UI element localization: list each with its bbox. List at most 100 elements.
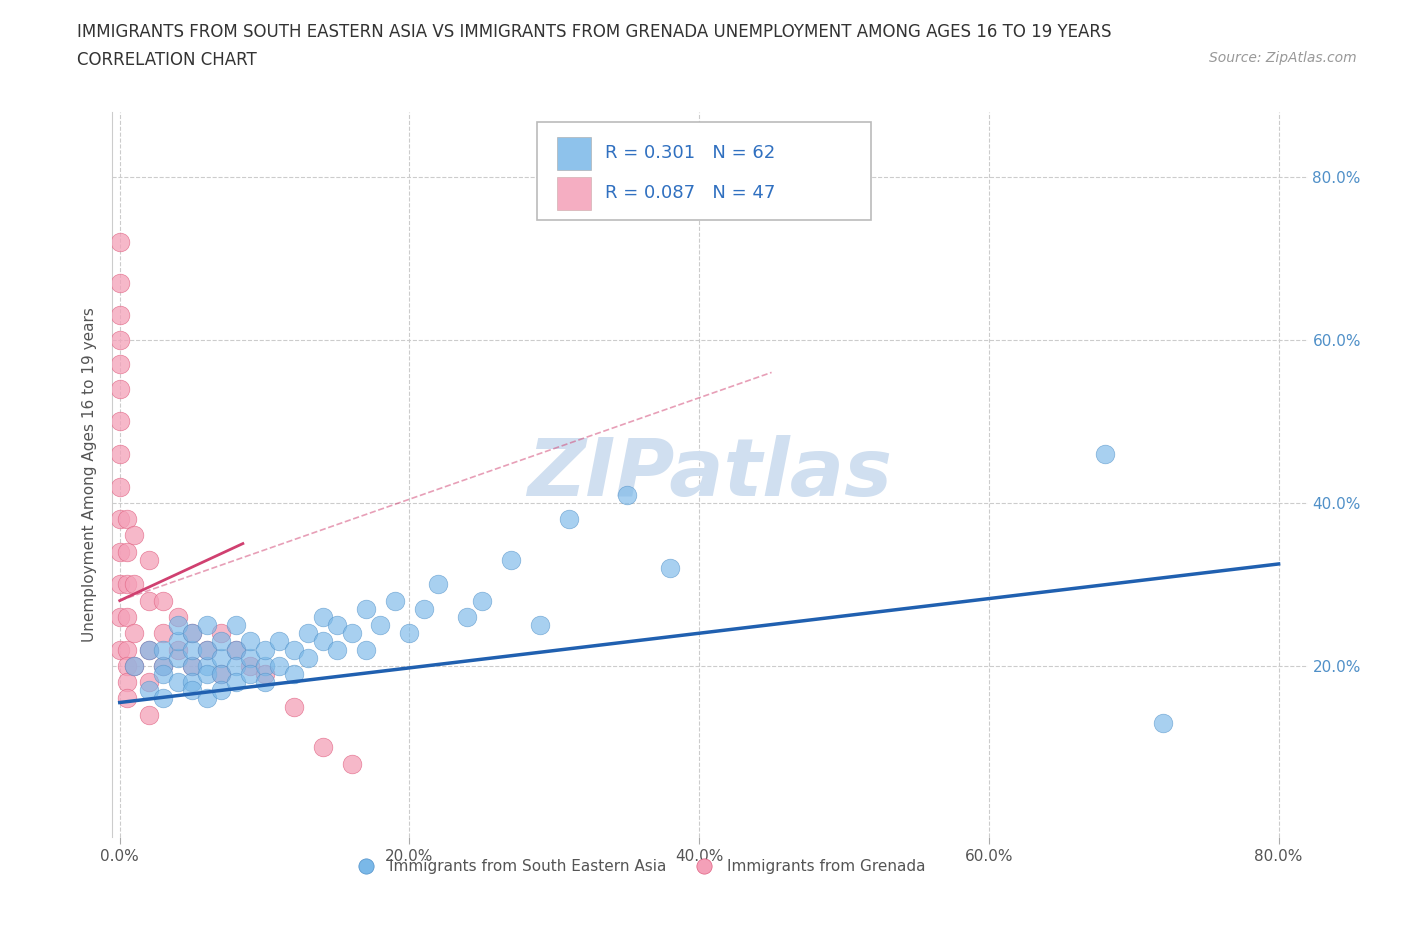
Point — [239, 667, 262, 682]
Point — [115, 691, 138, 706]
Point — [195, 658, 218, 673]
Point — [195, 618, 218, 632]
Point — [253, 658, 276, 673]
Point — [267, 634, 290, 649]
Point — [239, 650, 262, 665]
Point — [354, 642, 377, 657]
Point — [138, 642, 160, 657]
Point — [122, 577, 145, 591]
Point — [122, 658, 145, 673]
Point — [108, 414, 131, 429]
Text: ZIPatlas: ZIPatlas — [527, 435, 893, 513]
Point — [209, 667, 232, 682]
Point — [108, 275, 131, 290]
Point — [195, 642, 218, 657]
Point — [138, 642, 160, 657]
Point — [370, 618, 392, 632]
Point — [138, 552, 160, 567]
Point — [108, 609, 131, 624]
Point — [115, 512, 138, 526]
Text: IMMIGRANTS FROM SOUTH EASTERN ASIA VS IMMIGRANTS FROM GRENADA UNEMPLOYMENT AMONG: IMMIGRANTS FROM SOUTH EASTERN ASIA VS IM… — [77, 23, 1112, 41]
Point — [122, 528, 145, 543]
Point — [225, 674, 247, 689]
Point — [115, 642, 138, 657]
Point — [138, 674, 160, 689]
Point — [239, 634, 262, 649]
Point — [659, 561, 682, 576]
Text: R = 0.087   N = 47: R = 0.087 N = 47 — [605, 184, 775, 202]
Point — [209, 667, 232, 682]
Point — [297, 626, 319, 641]
Point — [413, 602, 436, 617]
Point — [138, 683, 160, 698]
Point — [166, 618, 188, 632]
Point — [115, 577, 138, 591]
Point — [115, 658, 138, 673]
Point — [1094, 446, 1116, 461]
Point — [267, 658, 290, 673]
Point — [181, 658, 204, 673]
Point — [195, 642, 218, 657]
Point — [209, 683, 232, 698]
Point — [152, 626, 174, 641]
Point — [108, 512, 131, 526]
Point — [152, 593, 174, 608]
Point — [138, 708, 160, 723]
Text: R = 0.301   N = 62: R = 0.301 N = 62 — [605, 144, 775, 162]
Point — [181, 642, 204, 657]
Point — [122, 658, 145, 673]
Legend: Immigrants from South Eastern Asia, Immigrants from Grenada: Immigrants from South Eastern Asia, Immi… — [344, 853, 932, 880]
Point — [456, 609, 478, 624]
FancyBboxPatch shape — [537, 123, 872, 220]
Point — [354, 602, 377, 617]
Point — [108, 234, 131, 249]
Point — [253, 642, 276, 657]
Point — [108, 332, 131, 347]
Point — [152, 658, 174, 673]
Text: CORRELATION CHART: CORRELATION CHART — [77, 51, 257, 69]
Point — [471, 593, 494, 608]
Point — [311, 740, 333, 755]
Point — [115, 544, 138, 559]
FancyBboxPatch shape — [557, 137, 591, 169]
Point — [209, 650, 232, 665]
Point — [326, 618, 349, 632]
Point — [225, 618, 247, 632]
Point — [225, 642, 247, 657]
Point — [108, 308, 131, 323]
Point — [166, 642, 188, 657]
Point — [108, 381, 131, 396]
Point — [181, 683, 204, 698]
Point — [398, 626, 420, 641]
Point — [253, 667, 276, 682]
Point — [138, 593, 160, 608]
Point — [499, 552, 522, 567]
Point — [239, 658, 262, 673]
Point — [616, 487, 638, 502]
Point — [181, 674, 204, 689]
Point — [283, 667, 305, 682]
Point — [152, 667, 174, 682]
Point — [166, 650, 188, 665]
FancyBboxPatch shape — [557, 177, 591, 209]
Point — [108, 479, 131, 494]
Point — [529, 618, 551, 632]
Point — [181, 626, 204, 641]
Point — [181, 626, 204, 641]
Point — [311, 609, 333, 624]
Point — [115, 674, 138, 689]
Point — [181, 658, 204, 673]
Point — [209, 634, 232, 649]
Point — [326, 642, 349, 657]
Point — [195, 667, 218, 682]
Point — [166, 674, 188, 689]
Point — [115, 609, 138, 624]
Point — [558, 512, 581, 526]
Point — [122, 626, 145, 641]
Point — [283, 642, 305, 657]
Point — [108, 357, 131, 372]
Point — [1152, 715, 1174, 730]
Point — [311, 634, 333, 649]
Point — [152, 658, 174, 673]
Y-axis label: Unemployment Among Ages 16 to 19 years: Unemployment Among Ages 16 to 19 years — [82, 307, 97, 642]
